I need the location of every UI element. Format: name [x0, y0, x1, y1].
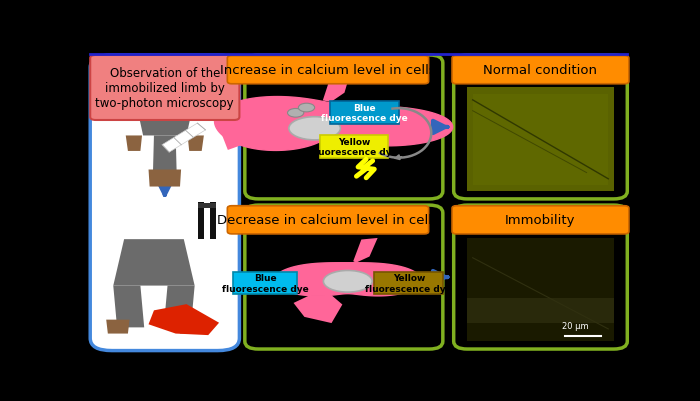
Polygon shape [113, 239, 195, 286]
Bar [473, 94, 608, 186]
FancyBboxPatch shape [245, 56, 443, 199]
Polygon shape [188, 136, 204, 152]
FancyBboxPatch shape [330, 102, 399, 125]
Text: Observation of the
immobilized limb by
two-photon microscopy: Observation of the immobilized limb by t… [95, 67, 234, 110]
FancyBboxPatch shape [228, 206, 428, 234]
FancyBboxPatch shape [452, 206, 629, 234]
FancyBboxPatch shape [454, 206, 627, 349]
FancyBboxPatch shape [454, 56, 627, 199]
Polygon shape [223, 124, 266, 150]
Polygon shape [214, 97, 453, 151]
Polygon shape [148, 304, 219, 335]
FancyBboxPatch shape [452, 57, 629, 85]
Text: Immobility: Immobility [505, 214, 575, 227]
FancyBboxPatch shape [90, 56, 239, 351]
Text: Blue
fluorescence dye: Blue fluorescence dye [321, 103, 408, 123]
Bar [197, 203, 216, 209]
Text: Blue
fluorescence dye: Blue fluorescence dye [222, 273, 309, 293]
Polygon shape [274, 263, 421, 296]
Bar [93, 209, 237, 342]
FancyBboxPatch shape [319, 136, 388, 159]
Bar [468, 298, 614, 323]
Bar [468, 88, 614, 192]
Bar [209, 203, 216, 239]
Text: 20 μm: 20 μm [562, 321, 589, 330]
Polygon shape [293, 296, 342, 323]
FancyBboxPatch shape [90, 56, 239, 121]
Ellipse shape [288, 109, 304, 118]
Ellipse shape [298, 104, 314, 113]
Bar [96, 82, 234, 196]
FancyBboxPatch shape [374, 272, 443, 294]
Ellipse shape [323, 271, 372, 292]
FancyBboxPatch shape [233, 272, 297, 294]
Polygon shape [354, 238, 377, 263]
Polygon shape [126, 136, 142, 152]
Polygon shape [153, 136, 176, 176]
Text: Yellow
fluorescence dye: Yellow fluorescence dye [311, 138, 398, 157]
Text: Increase in calcium level in cells: Increase in calcium level in cells [220, 64, 436, 77]
Ellipse shape [289, 117, 340, 140]
Text: Yellow
fluorescence dye: Yellow fluorescence dye [365, 273, 452, 293]
Polygon shape [113, 286, 144, 328]
Polygon shape [164, 286, 195, 328]
Polygon shape [106, 320, 130, 334]
Bar [197, 203, 204, 239]
Text: Normal condition: Normal condition [484, 64, 598, 77]
FancyBboxPatch shape [245, 206, 443, 349]
Polygon shape [148, 170, 181, 187]
FancyBboxPatch shape [228, 57, 428, 85]
Text: Decrease in calcium level in cells: Decrease in calcium level in cells [217, 214, 439, 227]
Polygon shape [133, 91, 196, 136]
Polygon shape [178, 320, 206, 334]
Polygon shape [323, 75, 350, 103]
Bar [468, 238, 614, 342]
Polygon shape [162, 124, 206, 153]
